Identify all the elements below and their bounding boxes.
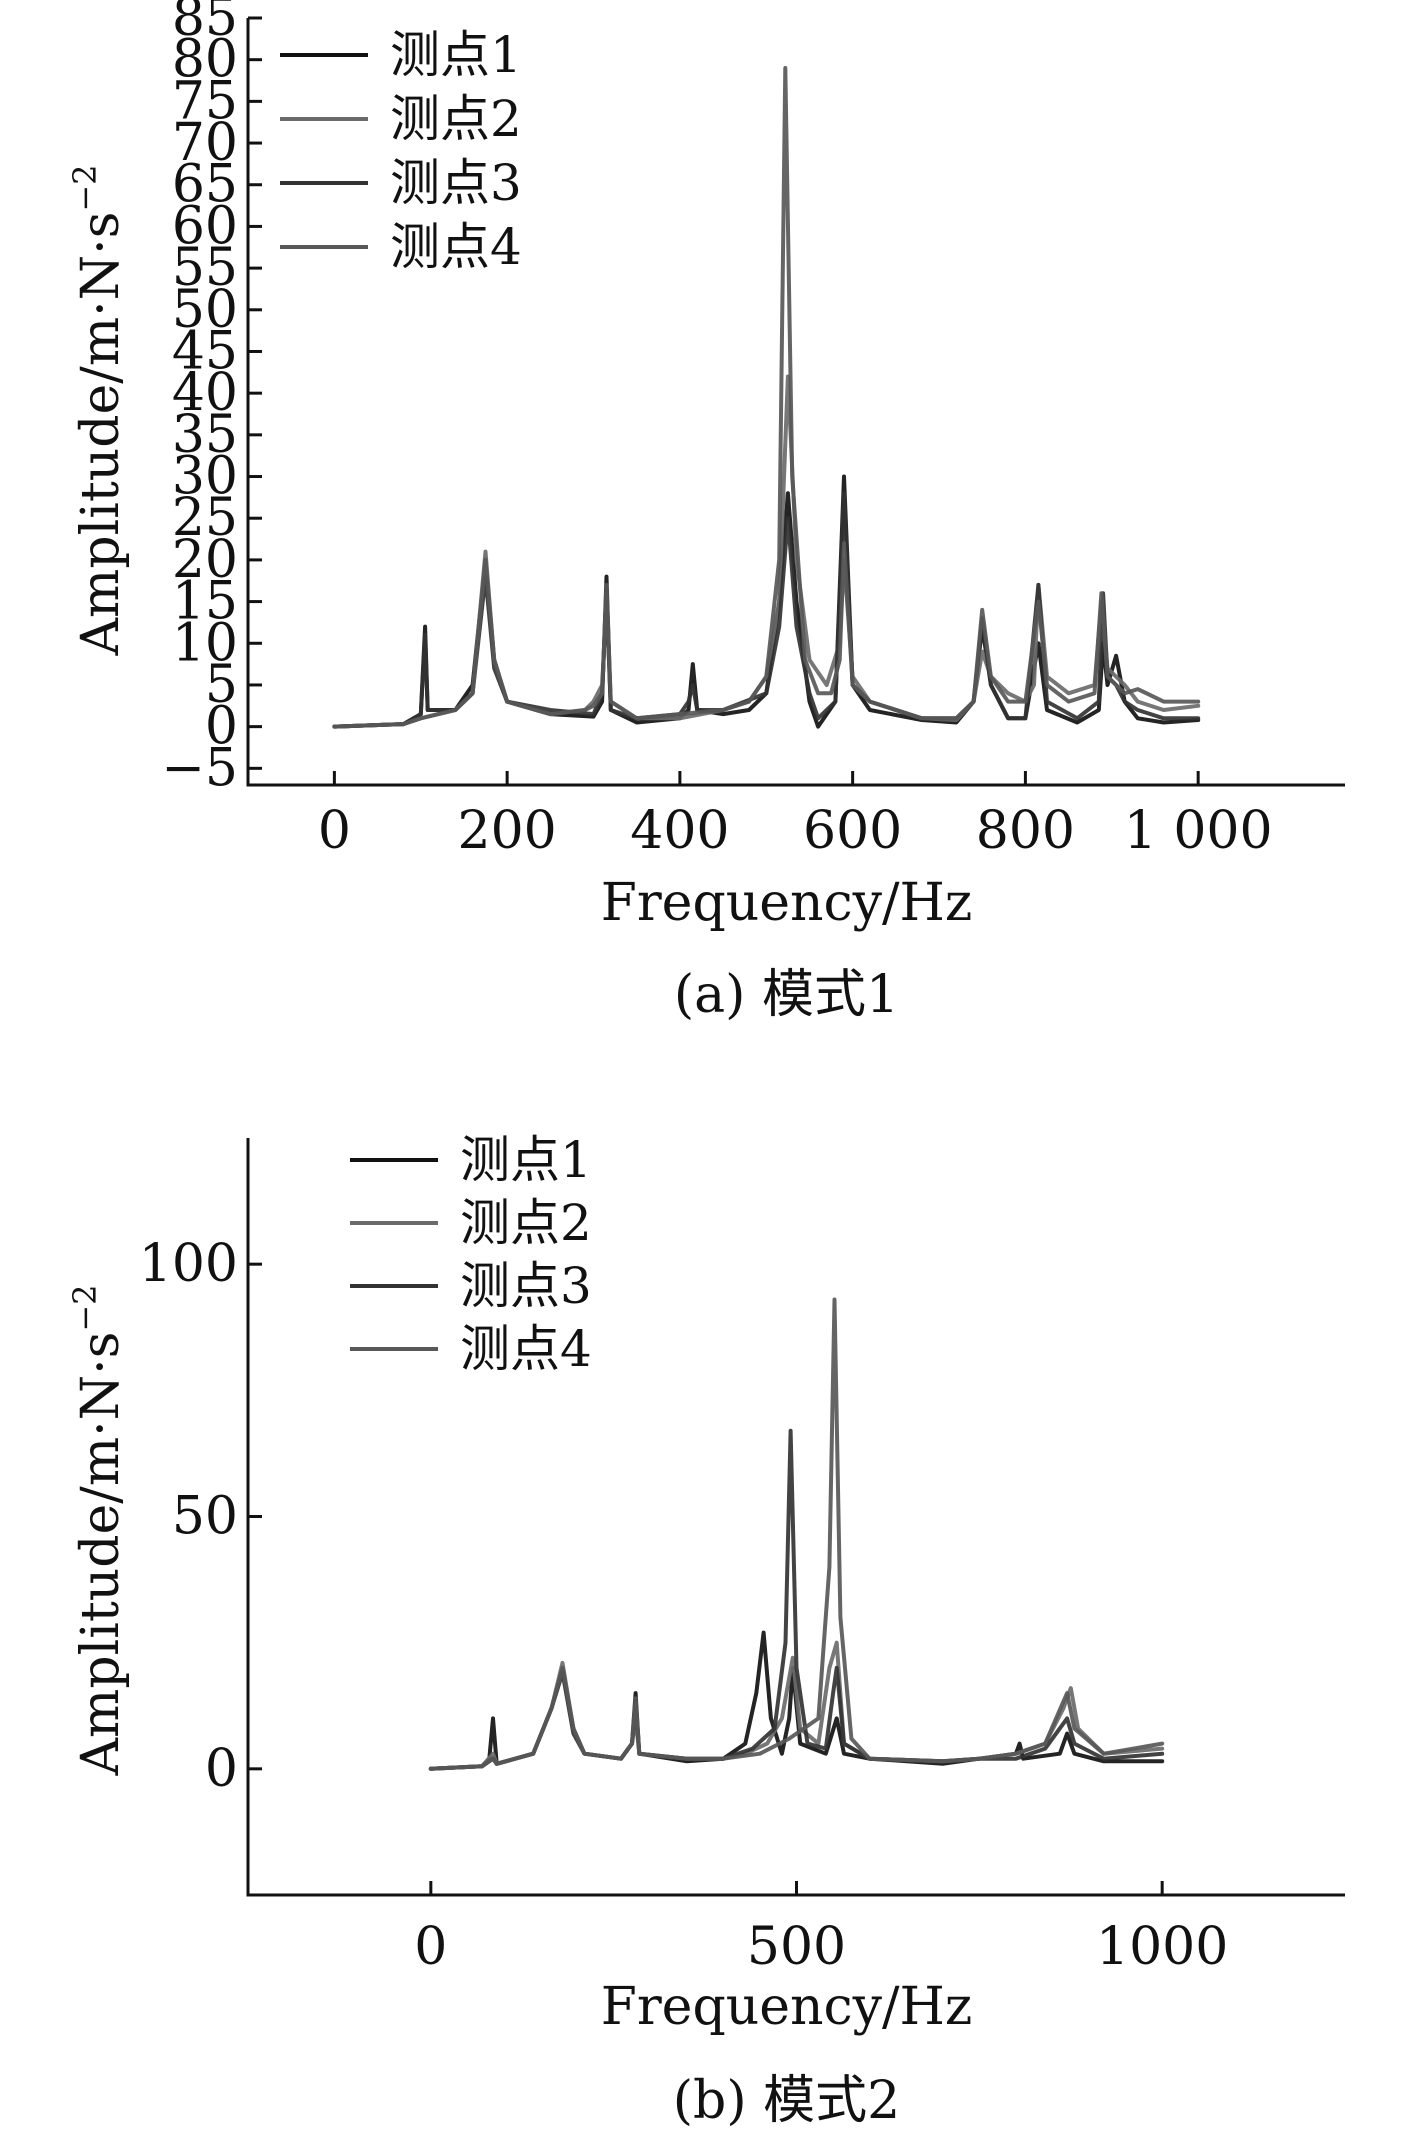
y-tick-label: 5 [205, 655, 238, 715]
x-axis-label: Frequency/Hz [601, 1977, 973, 2037]
legend-entry: 测点3 [460, 1257, 592, 1315]
legend-entry: 测点2 [390, 90, 522, 148]
axes-frame [246, 18, 1345, 787]
y-tick-label: 60 [172, 196, 238, 256]
x-axis-label: Frequency/Hz [601, 873, 973, 933]
y-tick-label: 40 [172, 363, 238, 423]
legend-entry: 测点4 [460, 1320, 592, 1378]
y-tick-label: 65 [172, 155, 238, 215]
y-tick-label: 25 [172, 488, 238, 548]
legend-entry: 测点4 [390, 218, 522, 276]
y-tick-label: 50 [172, 280, 238, 340]
legend-entry: 测点1 [460, 1131, 592, 1189]
y-tick-label: 100 [139, 1234, 238, 1294]
x-tick-label: 0 [318, 801, 351, 861]
axes-frame [246, 1138, 1345, 1897]
y-tick-label: 45 [172, 321, 238, 381]
legend-entry: 测点1 [390, 26, 522, 84]
y-tick-label: 80 [172, 30, 238, 90]
series-line-4 [428, 1297, 1165, 1771]
y-tick-label: 30 [172, 447, 238, 507]
legend-entry: 测点2 [460, 1194, 592, 1252]
y-tick-label: 55 [172, 238, 238, 298]
x-tick-label: 500 [747, 1917, 846, 1977]
x-tick-label: 0 [414, 1917, 447, 1977]
y-tick-label: 85 [172, 0, 238, 48]
y-tick-label: 15 [172, 572, 238, 632]
y-tick-label: 75 [172, 71, 238, 131]
y-tick-label: 35 [172, 405, 238, 465]
legend-entry: 测点3 [390, 154, 522, 212]
y-tick-label: 10 [172, 613, 238, 673]
y-tick-label: 0 [205, 697, 238, 757]
x-tick-label: 1000 [1096, 1917, 1228, 1977]
x-tick-label: 1 000 [1124, 801, 1273, 861]
y-axis-label: Amplitude/m·N·s−2 [66, 164, 131, 656]
figure-caption: (b) 模式2 [673, 2071, 900, 2131]
figure-caption: (a) 模式1 [674, 965, 899, 1025]
series-line-4 [332, 66, 1201, 729]
series-line-3 [332, 491, 1201, 729]
y-tick-label: 20 [172, 530, 238, 590]
x-tick-label: 600 [803, 801, 902, 861]
y-tick-label: −5 [161, 738, 238, 798]
x-tick-label: 400 [630, 801, 729, 861]
y-tick-label: 50 [172, 1487, 238, 1547]
x-tick-label: 200 [458, 801, 557, 861]
x-tick-label: 800 [976, 801, 1075, 861]
y-axis-label: Amplitude/m·N·s−2 [66, 1284, 131, 1776]
y-tick-label: 70 [172, 113, 238, 173]
y-tick-label: 0 [205, 1739, 238, 1799]
